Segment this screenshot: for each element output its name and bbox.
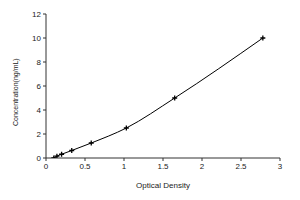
svg-text:Optical Density: Optical Density — [136, 181, 190, 190]
svg-text:12: 12 — [32, 10, 41, 19]
svg-text:0.5: 0.5 — [79, 162, 91, 171]
svg-text:2: 2 — [200, 162, 205, 171]
svg-text:Concentration(ng/mL): Concentration(ng/mL) — [12, 58, 20, 126]
svg-text:0: 0 — [44, 162, 49, 171]
svg-text:8: 8 — [37, 58, 42, 67]
svg-text:1.5: 1.5 — [157, 162, 169, 171]
svg-text:4: 4 — [37, 106, 42, 115]
svg-text:6: 6 — [37, 82, 42, 91]
svg-text:2: 2 — [37, 130, 42, 139]
svg-text:3: 3 — [278, 162, 283, 171]
svg-text:2.5: 2.5 — [235, 162, 247, 171]
svg-text:10: 10 — [32, 34, 41, 43]
svg-text:0: 0 — [37, 154, 42, 163]
svg-text:1: 1 — [122, 162, 127, 171]
